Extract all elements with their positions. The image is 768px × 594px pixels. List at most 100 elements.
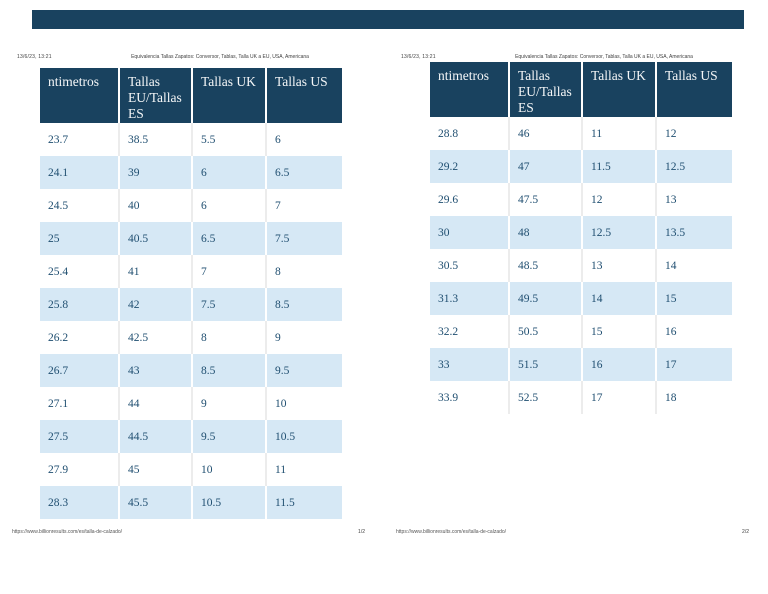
table-cell: 25 (40, 222, 120, 255)
table-cell: 17 (583, 381, 657, 414)
table-cell: 28.8 (430, 117, 510, 150)
table-row: 29.6 47.5 12 13 (430, 183, 732, 216)
table-row: 29.2 47 11.5 12.5 (430, 150, 732, 183)
table-cell: 31.3 (430, 282, 510, 315)
table-cell: 48.5 (510, 249, 583, 282)
table-cell: 17 (657, 348, 732, 381)
table-cell: 6 (267, 123, 342, 156)
footer-url: https://www.billionresults.com/es/talla-… (12, 529, 123, 535)
table-cell: 47 (510, 150, 583, 183)
table-cell: 16 (657, 315, 732, 348)
table-body: 23.7 38.5 5.5 6 24.1 39 6 6.5 24.5 40 6 7 25 40.5 6.5 7… (40, 123, 342, 519)
table-cell: 7 (267, 189, 342, 222)
table-cell: 24.1 (40, 156, 120, 189)
table-cell: 13 (657, 183, 732, 216)
table-header-row: ntimetros Tallas EU/Tallas ES Tallas UK … (40, 68, 342, 123)
table-cell: 16 (583, 348, 657, 381)
page-number: 2/2 (742, 529, 749, 535)
page-number: 1/2 (358, 529, 365, 535)
table-row: 28.3 45.5 10.5 11.5 (40, 486, 342, 519)
table-cell: 29.6 (430, 183, 510, 216)
column-header-us: Tallas US (657, 62, 732, 117)
document-title: Equivalencia Tallas Zapatos: Conversor, … (515, 54, 693, 60)
column-header-eu-es: Tallas EU/Tallas ES (510, 62, 583, 117)
table-cell: 25.4 (40, 255, 120, 288)
table-cell: 11 (583, 117, 657, 150)
table-cell: 7.5 (267, 222, 342, 255)
table-cell: 30 (430, 216, 510, 249)
table-cell: 41 (120, 255, 193, 288)
table-cell: 44 (120, 387, 193, 420)
table-cell: 7.5 (193, 288, 267, 321)
table-cell: 49.5 (510, 282, 583, 315)
table-cell: 5.5 (193, 123, 267, 156)
column-header-eu-es: Tallas EU/Tallas ES (120, 68, 193, 123)
table-cell: 6.5 (193, 222, 267, 255)
table-cell: 26.7 (40, 354, 120, 387)
table-cell: 29.2 (430, 150, 510, 183)
size-conversion-table: ntimetros Tallas EU/Tallas ES Tallas UK … (430, 62, 732, 414)
table-cell: 43 (120, 354, 193, 387)
page-1: 13/6/23, 13:21 Equivalencia Tallas Zapat… (12, 54, 365, 535)
table-cell: 10.5 (193, 486, 267, 519)
table-cell: 8.5 (267, 288, 342, 321)
table-cell: 13 (583, 249, 657, 282)
column-header-centimeters: ntimetros (40, 68, 120, 123)
table-row: 25.4 41 7 8 (40, 255, 342, 288)
table-cell: 33.9 (430, 381, 510, 414)
table-cell: 24.5 (40, 189, 120, 222)
table-cell: 42.5 (120, 321, 193, 354)
table-cell: 48 (510, 216, 583, 249)
table-cell: 33 (430, 348, 510, 381)
table-cell: 27.5 (40, 420, 120, 453)
column-header-uk: Tallas UK (193, 68, 267, 123)
table-cell: 8.5 (193, 354, 267, 387)
table-cell: 32.2 (430, 315, 510, 348)
page-2: 13/6/23, 13:21 Equivalencia Tallas Zapat… (384, 0, 768, 594)
table-cell: 7 (193, 255, 267, 288)
table-cell: 11.5 (583, 150, 657, 183)
table-header: ntimetros Tallas EU/Tallas ES Tallas UK … (430, 62, 732, 117)
table-cell: 40 (120, 189, 193, 222)
table-row: 30.5 48.5 13 14 (430, 249, 732, 282)
table-cell: 10 (267, 387, 342, 420)
table-cell: 15 (657, 282, 732, 315)
column-header-centimeters: ntimetros (430, 62, 510, 117)
table-cell: 6 (193, 189, 267, 222)
table-cell: 9 (267, 321, 342, 354)
top-bar (32, 10, 744, 29)
table-cell: 25.8 (40, 288, 120, 321)
table-row: 32.2 50.5 15 16 (430, 315, 732, 348)
table-row: 26.7 43 8.5 9.5 (40, 354, 342, 387)
table-cell: 45 (120, 453, 193, 486)
table-cell: 8 (267, 255, 342, 288)
table-cell: 12 (583, 183, 657, 216)
table-cell: 50.5 (510, 315, 583, 348)
table-cell: 13.5 (657, 216, 732, 249)
table-body: 28.8 46 11 12 29.2 47 11.5 12.5 29.6 47.5 12 13 30 48… (430, 117, 732, 414)
table-cell: 42 (120, 288, 193, 321)
table-cell: 47.5 (510, 183, 583, 216)
table-row: 23.7 38.5 5.5 6 (40, 123, 342, 156)
print-datetime: 13/6/23, 13:21 (17, 54, 52, 60)
table-cell: 14 (583, 282, 657, 315)
table-cell: 6 (193, 156, 267, 189)
table-cell: 39 (120, 156, 193, 189)
table-header: ntimetros Tallas EU/Tallas ES Tallas UK … (40, 68, 342, 123)
table-cell: 6.5 (267, 156, 342, 189)
table-row: 28.8 46 11 12 (430, 117, 732, 150)
table-cell: 15 (583, 315, 657, 348)
table-cell: 12 (657, 117, 732, 150)
table-cell: 52.5 (510, 381, 583, 414)
table-row: 33 51.5 16 17 (430, 348, 732, 381)
column-header-uk: Tallas UK (583, 62, 657, 117)
table-row: 24.1 39 6 6.5 (40, 156, 342, 189)
table-row: 26.2 42.5 8 9 (40, 321, 342, 354)
table-row: 30 48 12.5 13.5 (430, 216, 732, 249)
table-cell: 30.5 (430, 249, 510, 282)
table-cell: 8 (193, 321, 267, 354)
table-cell: 28.3 (40, 486, 120, 519)
table-cell: 9.5 (267, 354, 342, 387)
size-conversion-table: ntimetros Tallas EU/Tallas ES Tallas UK … (40, 68, 342, 519)
